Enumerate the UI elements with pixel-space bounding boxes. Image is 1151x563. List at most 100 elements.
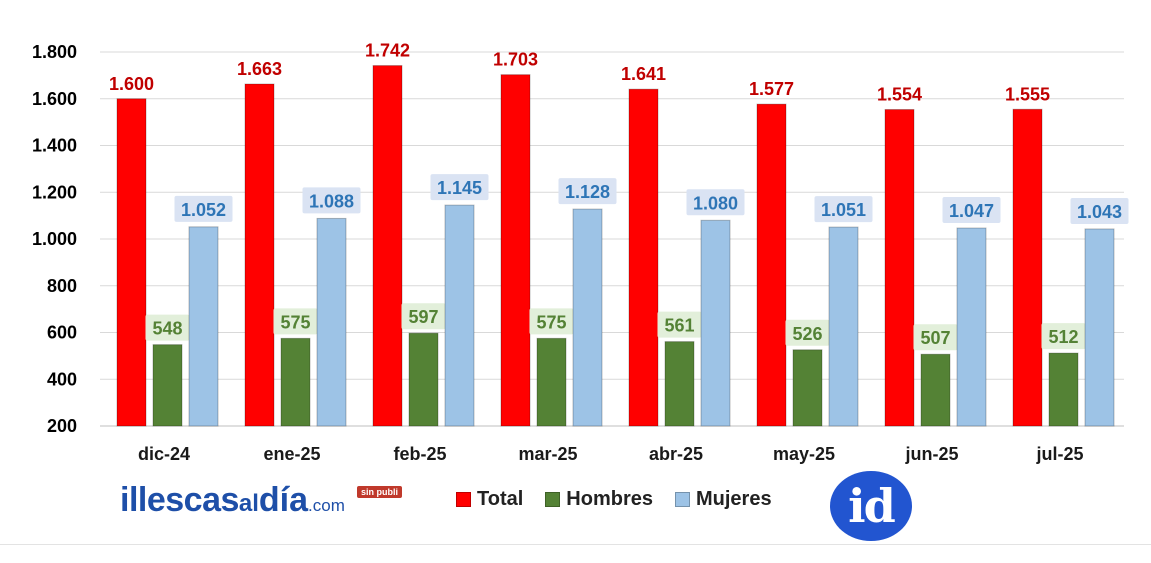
bar-total	[244, 83, 275, 427]
bar-mujeres	[444, 204, 475, 427]
bar-total	[884, 109, 915, 427]
legend-label-total: Total	[477, 488, 524, 510]
data-label-hombres: 597	[408, 307, 438, 327]
data-label-total: 1.554	[877, 85, 922, 105]
y-tick-label: 1.800	[32, 42, 77, 62]
legend-swatch-total	[456, 492, 471, 507]
bar-hombres	[920, 353, 951, 427]
data-label-hombres: 561	[664, 316, 694, 336]
data-label-hombres: 575	[280, 312, 310, 332]
data-label-bg-hombres	[1041, 323, 1086, 350]
data-label-mujeres: 1.145	[437, 178, 482, 198]
data-label-total: 1.742	[365, 41, 410, 61]
data-label-mujeres: 1.043	[1077, 202, 1122, 222]
brand-part-4: .com	[308, 496, 345, 515]
legend-item-hombres: Hombres	[545, 488, 653, 511]
data-label-bg-mujeres	[942, 197, 1001, 224]
bar-hombres	[664, 341, 695, 427]
data-label-bg-hombres	[401, 303, 446, 330]
data-label-total: 1.600	[109, 74, 154, 94]
data-label-bg-mujeres	[174, 195, 233, 222]
x-tick-label: may-25	[773, 444, 835, 464]
bar-mujeres	[828, 226, 859, 427]
legend-swatch-mujeres	[675, 492, 690, 507]
data-label-mujeres: 1.047	[949, 201, 994, 221]
y-tick-label: 600	[47, 323, 77, 343]
data-label-bg-mujeres	[1070, 197, 1129, 224]
bar-mujeres	[700, 219, 731, 427]
footer-divider	[0, 544, 1151, 545]
data-label-mujeres: 1.051	[821, 200, 866, 220]
data-label-bg-hombres	[145, 314, 190, 341]
bar-total	[116, 98, 147, 427]
brand-part-2: al	[238, 490, 259, 517]
legend-item-mujeres: Mujeres	[675, 488, 772, 511]
bar-hombres	[792, 349, 823, 427]
data-label-hombres: 575	[536, 312, 566, 332]
x-tick-label: jun-25	[904, 444, 958, 464]
data-label-bg-hombres	[657, 311, 702, 338]
data-label-bg-mujeres	[686, 189, 745, 216]
data-label-bg-mujeres	[814, 196, 873, 223]
y-tick-label: 1.200	[32, 182, 77, 202]
data-label-mujeres: 1.088	[309, 191, 354, 211]
legend-item-total: Total	[456, 488, 523, 511]
legend-swatch-hombres	[545, 492, 561, 507]
bar-mujeres	[316, 217, 347, 427]
data-label-bg-hombres	[273, 308, 318, 335]
bar-total	[372, 65, 403, 427]
x-tick-label: jul-25	[1035, 444, 1083, 464]
data-label-hombres: 507	[920, 328, 950, 348]
brand-wordmark: illescasaldía.com	[120, 481, 345, 520]
bar-hombres	[536, 337, 567, 427]
legend-label-hombres: Hombres	[566, 488, 653, 510]
bar-mujeres	[1084, 228, 1115, 427]
bar-total	[628, 88, 659, 427]
data-label-bg-hombres	[785, 319, 830, 346]
data-label-total: 1.641	[621, 64, 666, 84]
bar-mujeres	[188, 226, 219, 427]
data-label-bg-hombres	[913, 324, 958, 351]
data-label-hombres: 526	[792, 324, 822, 344]
data-label-total: 1.555	[1005, 84, 1050, 104]
y-tick-label: 1.600	[32, 89, 77, 109]
data-label-total: 1.703	[493, 50, 538, 70]
y-tick-label: 1.400	[32, 136, 77, 156]
y-tick-label: 800	[47, 276, 77, 296]
data-label-bg-mujeres	[558, 178, 617, 205]
bar-chart: 200 400 600 800 1.000 1.200 1.400 1.600 1.800 1.6…	[32, 41, 1129, 464]
y-tick-label: 1.000	[32, 229, 77, 249]
brand-tag: sin publi	[357, 486, 402, 498]
bar-hombres	[152, 344, 183, 427]
data-label-total: 1.663	[237, 59, 282, 79]
brand-part-3: día	[258, 481, 309, 519]
legend-label-mujeres: Mujeres	[696, 488, 772, 510]
data-label-mujeres: 1.080	[693, 193, 738, 213]
data-label-total: 1.577	[749, 79, 794, 99]
x-tick-label: abr-25	[649, 444, 703, 464]
data-label-hombres: 512	[1048, 327, 1078, 347]
bar-total	[756, 103, 787, 427]
x-tick-label: dic-24	[138, 444, 190, 464]
bar-hombres	[408, 332, 439, 427]
bar-mujeres	[956, 227, 987, 427]
x-tick-label: mar-25	[518, 444, 577, 464]
data-label-bg-mujeres	[302, 187, 361, 214]
brand-logo: id	[830, 471, 912, 541]
x-tick-label: ene-25	[263, 444, 320, 464]
chart-legend: Total Hombres Mujeres	[456, 488, 772, 511]
data-label-mujeres: 1.128	[565, 182, 610, 202]
bar-mujeres	[572, 208, 603, 427]
bar-total	[500, 74, 531, 427]
bar-hombres	[280, 337, 311, 427]
data-label-hombres: 548	[152, 319, 182, 339]
bar-hombres	[1048, 352, 1079, 427]
x-tick-label: feb-25	[393, 444, 446, 464]
data-label-bg-mujeres	[430, 174, 489, 201]
brand-part-1: illescas	[120, 481, 239, 519]
data-label-bg-hombres	[529, 308, 574, 335]
y-tick-label: 200	[47, 416, 77, 436]
bar-total	[1012, 108, 1043, 427]
y-tick-label: 400	[47, 369, 77, 389]
data-label-mujeres: 1.052	[181, 200, 226, 220]
